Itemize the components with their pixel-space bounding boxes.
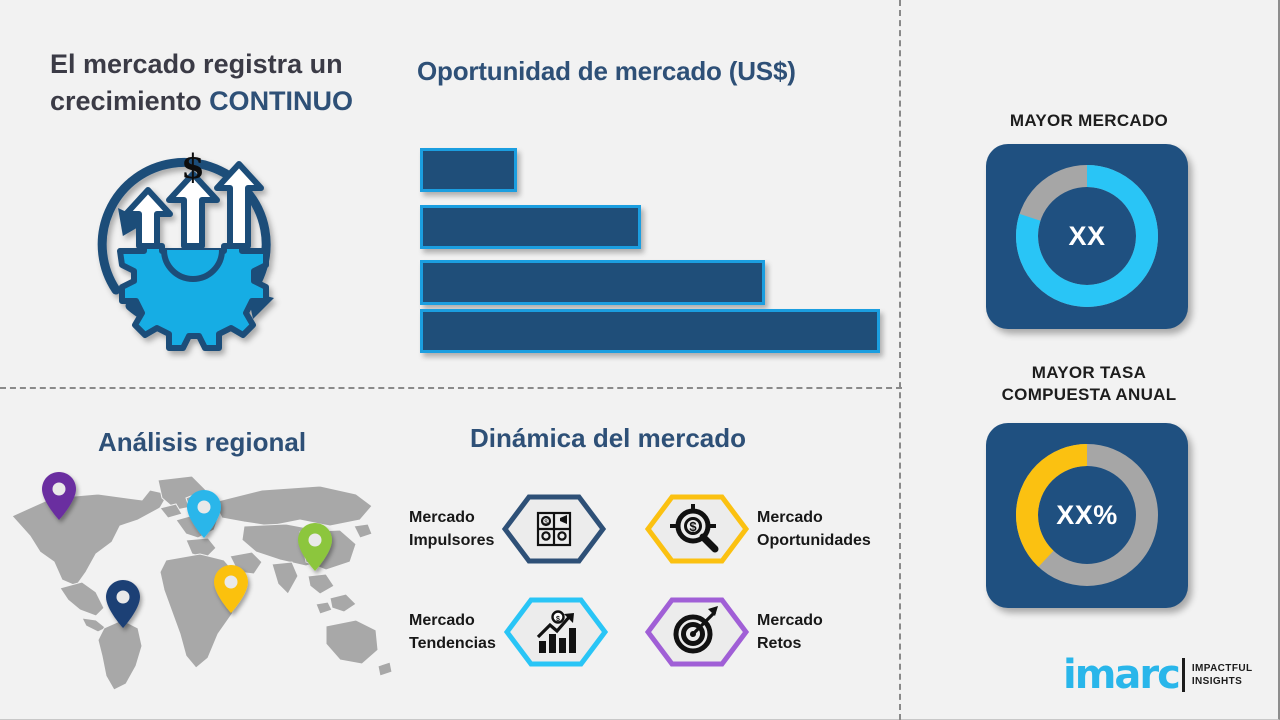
hexagon-drivers: $ (502, 494, 607, 564)
pin-south-america (106, 580, 140, 628)
pin-north-america (42, 472, 76, 520)
growth-heading-line2: crecimiento (50, 86, 210, 117)
bar-2 (420, 205, 641, 249)
hexagon-opportunities: $ (645, 494, 749, 564)
dynamics-title: Dinámica del mercado (470, 423, 746, 453)
bar-3 (420, 260, 765, 305)
opportunity-bar-chart (420, 148, 880, 353)
growth-heading-line1: El mercado registra un (50, 49, 343, 79)
largest-market-donut (1016, 165, 1158, 307)
largest-market-label: MAYOR MERCADO (1009, 111, 1169, 130)
growth-heading: El mercado registra un crecimiento CONTI… (50, 46, 400, 121)
largest-market-card: XX (986, 144, 1188, 329)
dynamics-item-trends[interactable]: Mercado Tendencias $ (409, 597, 608, 667)
imarc-tagline: IMPACTFUL INSIGHTS (1191, 663, 1253, 687)
largest-market-value: XX (1068, 221, 1106, 251)
world-map (0, 468, 400, 693)
bar-4 (420, 309, 880, 353)
magnifier-target-dollar-icon: $ (670, 504, 719, 553)
imarc-wordmark: imarc (1063, 652, 1181, 698)
logo-separator (1181, 658, 1185, 692)
highest-cagr-label: MAYOR TASA COMPUESTA ANUAL (1001, 363, 1177, 404)
bar-1 (420, 148, 517, 192)
vertical-divider (899, 0, 901, 720)
growth-gear-arrows-icon: $ (78, 138, 308, 368)
svg-text:$: $ (545, 520, 549, 526)
svg-text:$: $ (556, 616, 560, 623)
dynamics-label-drivers: Mercado Impulsores (409, 508, 495, 549)
bar-chart-arrow-dollar-icon: $ (536, 610, 576, 653)
hexagon-challenges (645, 597, 749, 667)
dynamics-label-opportunities: Mercado Oportunidades (757, 508, 871, 549)
highest-cagr-donut (1016, 444, 1158, 586)
highest-cagr-value: XX% (1056, 500, 1118, 530)
puzzle-pieces-icon: $ (537, 511, 572, 547)
imarc-logo: imarc IMPACTFUL INSIGHTS (1063, 655, 1252, 695)
dynamics-item-opportunities[interactable]: $ Mercado Oportunidades (645, 494, 871, 564)
target-dart-icon (673, 606, 718, 654)
dynamics-label-trends: Mercado Tendencias (409, 611, 496, 652)
regional-title: Análisis regional (98, 427, 307, 457)
pin-east-asia (298, 523, 332, 571)
svg-text:$: $ (689, 519, 697, 534)
dynamics-label-challenges: Mercado Retos (757, 611, 823, 652)
svg-text:$: $ (181, 147, 205, 187)
opportunity-title: Oportunidad de mercado (US$) (417, 56, 796, 86)
hexagon-trends: $ (503, 597, 608, 667)
dynamics-item-drivers[interactable]: Mercado Impulsores $ (409, 494, 607, 564)
dynamics-item-challenges[interactable]: Mercado Retos (645, 597, 823, 667)
pin-middle-east (214, 565, 248, 613)
growth-heading-accent: CONTINUO (209, 86, 354, 117)
pin-europe (187, 490, 221, 538)
highest-cagr-card: XX% (986, 423, 1188, 608)
horizontal-divider (0, 387, 902, 389)
